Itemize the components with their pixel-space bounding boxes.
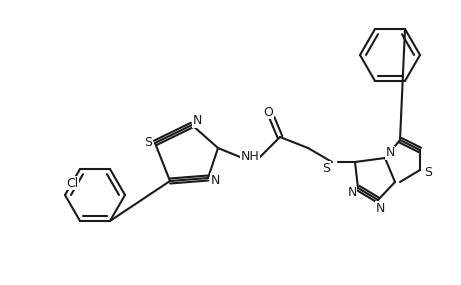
Text: N: N bbox=[192, 115, 202, 127]
Text: N: N bbox=[375, 201, 384, 215]
Text: S: S bbox=[322, 162, 330, 174]
Text: Cl: Cl bbox=[66, 176, 78, 190]
Text: S: S bbox=[144, 137, 152, 150]
Text: N: N bbox=[210, 174, 220, 186]
Text: N: N bbox=[347, 186, 357, 200]
Text: O: O bbox=[263, 105, 273, 119]
Text: N: N bbox=[385, 146, 395, 160]
Text: S: S bbox=[424, 166, 432, 178]
Text: NH: NH bbox=[241, 150, 260, 164]
